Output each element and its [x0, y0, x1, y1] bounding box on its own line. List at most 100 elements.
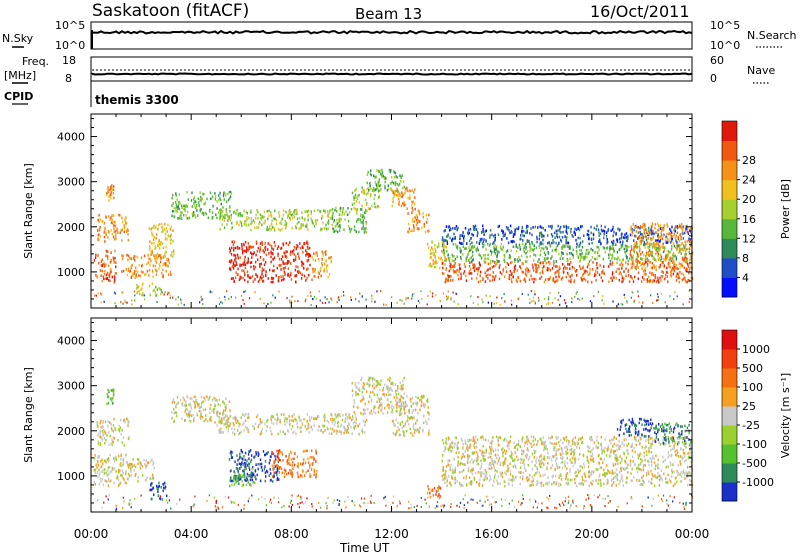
nave-label: Nave — [747, 64, 775, 77]
power-colorbar-tick: 12 — [742, 232, 756, 245]
power-colorbar-swatch — [722, 179, 737, 200]
velocity-colorbar-swatch — [722, 349, 737, 369]
power-colorbar-tick: 8 — [742, 252, 749, 265]
freq-label: Freq. — [22, 55, 49, 68]
nave-tick-bottom: 0 — [710, 72, 717, 85]
nsearch-tick-top: 10^5 — [710, 19, 740, 32]
velocity-colorbar-tick: -100 — [742, 438, 767, 451]
power-region — [366, 168, 406, 193]
power-y-tick-label: 1000 — [57, 266, 85, 279]
time-tick-label: 16:00 — [474, 527, 509, 541]
velocity-region — [441, 435, 694, 488]
power-colorbar-tick: 24 — [742, 174, 756, 187]
time-tick-label: 12:00 — [374, 527, 409, 541]
velocity-region — [128, 458, 155, 483]
velocity-y-tick-label: 1000 — [57, 470, 85, 483]
velocity-region — [216, 412, 368, 436]
power-region — [441, 260, 694, 284]
velocity-y-axis-title: Slant Range [km] — [22, 367, 35, 463]
power-region — [106, 184, 115, 202]
velocity-region — [426, 485, 442, 499]
power-region — [331, 206, 368, 234]
nsearch-tick-bottom: 10^0 — [710, 39, 740, 52]
power-region — [218, 208, 338, 232]
x-axis-title: Time UT — [339, 541, 390, 554]
freq-unit-label: [MHz] — [4, 69, 36, 82]
power-region — [148, 222, 175, 261]
time-tick-label: 20:00 — [575, 527, 610, 541]
velocity-colorbar-tick: 1000 — [742, 343, 770, 356]
power-colorbar-swatch — [722, 277, 737, 298]
beam-title: Beam 13 — [355, 5, 422, 23]
velocity-colorbar-swatch — [722, 387, 737, 407]
velocity-colorbar-tick: 25 — [742, 400, 756, 413]
power-region — [228, 240, 313, 284]
power-region — [407, 209, 430, 234]
velocity-colorbar-swatch — [722, 444, 737, 464]
nsky-label: N.Sky — [2, 32, 34, 45]
velocity-colorbar-swatch — [722, 463, 737, 483]
velocity-region — [149, 481, 168, 501]
freq-tick-bottom: 8 — [65, 72, 72, 85]
velocity-colorbar-swatch — [722, 330, 737, 350]
date-title: 16/Oct/2011 — [590, 2, 690, 21]
freq-trace — [91, 72, 693, 76]
power-region — [426, 240, 448, 270]
nsky-trace — [91, 29, 693, 35]
time-tick-label: 00:00 — [675, 527, 710, 541]
velocity-region — [106, 388, 115, 406]
nave-tick-top: 60 — [710, 54, 724, 67]
nsky-panel: N.Sky 10^5 10^0 10^5 10^0 N.Search — [2, 19, 797, 52]
velocity-region — [229, 467, 256, 488]
velocity-colorbar-tick: -500 — [742, 457, 767, 470]
velocity-region — [93, 453, 130, 488]
power-colorbar-tick: 16 — [742, 213, 756, 226]
power-colorbar-swatch — [722, 238, 737, 259]
nsky-tick-top: 10^5 — [55, 19, 85, 32]
velocity-region — [391, 394, 430, 438]
power-colorbar-tick: 20 — [742, 193, 756, 206]
velocity-colorbar-tick: 500 — [742, 362, 763, 375]
velocity-heatmap: 1000 2000 3000 4000 Slant Range [km] — [22, 317, 694, 513]
cpid-value: themis 3300 — [95, 93, 179, 107]
power-y-tick-label: 4000 — [57, 131, 85, 144]
time-tick-label: 00:00 — [74, 527, 109, 541]
power-colorbar-tick: 28 — [742, 154, 756, 167]
freq-panel: Freq. [MHz] 18 8 60 0 Nave — [4, 54, 775, 85]
freq-tick-top: 18 — [62, 54, 76, 67]
time-tick-label: 08:00 — [274, 527, 309, 541]
power-y-tick-label: 2000 — [57, 221, 85, 234]
velocity-y-tick-label: 3000 — [57, 380, 85, 393]
power-y-axis-title: Slant Range [km] — [22, 163, 35, 259]
velocity-y-tick-label: 2000 — [57, 425, 85, 438]
velocity-region — [616, 417, 656, 438]
power-region — [136, 282, 162, 297]
power-colorbar-swatch — [722, 140, 737, 161]
velocity-region — [654, 422, 692, 446]
velocity-colorbar-swatch — [722, 482, 737, 502]
velocity-colorbar-swatch — [722, 406, 737, 426]
power-region — [96, 213, 129, 243]
velocity-region — [271, 449, 318, 479]
velocity-colorbar-tick: 100 — [742, 381, 763, 394]
time-axis: 00:00 04:00 08:00 12:00 16:00 20:00 00:00 — [74, 527, 710, 541]
cpid-label: CPID — [4, 90, 33, 103]
power-colorbar-swatch — [722, 218, 737, 239]
velocity-colorbar: 1000 500 100 25 -25 -100 -500 -1000 Velocity [m … — [721, 329, 792, 502]
velocity-colorbar-tick: -25 — [742, 419, 760, 432]
power-region — [171, 190, 233, 220]
power-colorbar-tick: 4 — [742, 271, 749, 284]
cpid-panel: CPID themis 3300 — [4, 81, 179, 107]
power-heatmap: 1000 2000 3000 4000 Slant Range [km] — [22, 113, 694, 309]
power-region — [441, 224, 693, 246]
velocity-y-tick-label: 4000 — [57, 335, 85, 348]
station-title: Saskatoon (fitACF) — [92, 1, 249, 21]
velocity-colorbar-title: Velocity [m s⁻¹] — [779, 373, 792, 458]
velocity-region — [351, 376, 406, 416]
power-region — [311, 250, 333, 279]
power-colorbar-swatch — [722, 160, 737, 181]
power-region — [391, 186, 416, 211]
power-region — [121, 253, 172, 279]
power-region — [93, 249, 117, 284]
